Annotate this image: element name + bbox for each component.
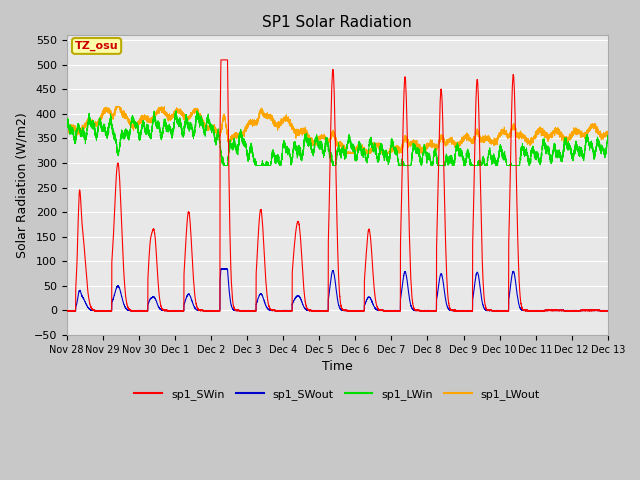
Title: SP1 Solar Radiation: SP1 Solar Radiation: [262, 15, 412, 30]
Text: TZ_osu: TZ_osu: [75, 41, 118, 51]
X-axis label: Time: Time: [322, 360, 353, 373]
Y-axis label: Solar Radiation (W/m2): Solar Radiation (W/m2): [15, 112, 28, 258]
Legend: sp1_SWin, sp1_SWout, sp1_LWin, sp1_LWout: sp1_SWin, sp1_SWout, sp1_LWin, sp1_LWout: [130, 384, 545, 404]
